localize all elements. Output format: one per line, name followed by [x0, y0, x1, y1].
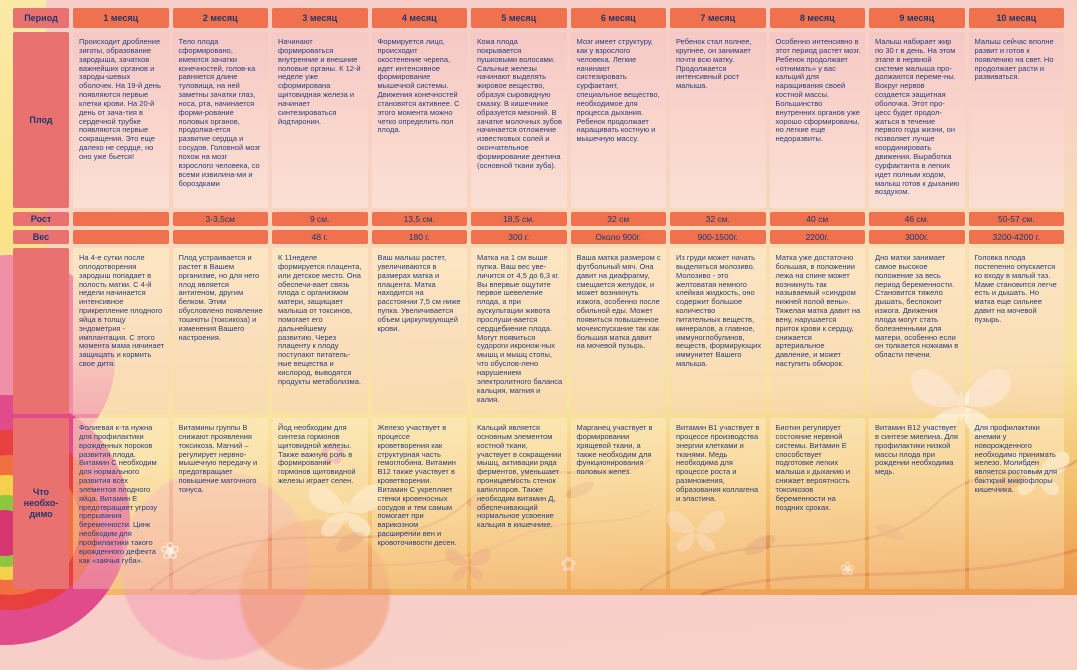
- month-header: 3 месяц: [272, 8, 368, 28]
- period-header: Период: [13, 8, 69, 28]
- weight-cell: [73, 230, 169, 244]
- month-header: 6 месяц: [570, 8, 666, 28]
- month-header: 4 месяц: [371, 8, 467, 28]
- weight-cell: Около 900г.: [570, 230, 666, 244]
- mother-row-spacer: [13, 248, 69, 414]
- weight-cell: [172, 230, 268, 244]
- needs-cell: Йод необходим для синтеза гормонов щитов…: [272, 418, 368, 589]
- month-header: 2 месяц: [172, 8, 268, 28]
- fetus-cell: Малыш набирает жир по 30 г в день. На эт…: [869, 32, 965, 208]
- height-cell: 13,5 см.: [371, 212, 467, 226]
- height-cell: 40 см: [769, 212, 865, 226]
- weight-cell: 3000г.: [869, 230, 965, 244]
- height-cell: 32 см: [570, 212, 666, 226]
- mother-cell: Из груди может начать выделяться молозив…: [670, 248, 766, 414]
- fetus-cell: Малыш сейчас вполне развит и готов к поя…: [968, 32, 1064, 208]
- needs-cell: Биотин регулирует состояние нервной сист…: [769, 418, 865, 589]
- month-header: 5 месяц: [471, 8, 567, 28]
- fetus-cell: Тело плода сформировано, имеются зачатки…: [172, 32, 268, 208]
- weight-cell: 900-1500г.: [670, 230, 766, 244]
- height-cell: 9 см.: [272, 212, 368, 226]
- row-label-needs: Что необхо-димо: [13, 418, 69, 589]
- needs-cell: Марганец участвует в формировании хрящев…: [570, 418, 666, 589]
- mother-cell: К 11неделе формируется плацента, или дет…: [272, 248, 368, 414]
- mother-cell: Плод устраивается и растет в Вашем орган…: [172, 248, 268, 414]
- weight-cell: 48 г.: [272, 230, 368, 244]
- weight-cell: 3200-4200 г.: [968, 230, 1064, 244]
- month-header: 9 месяц: [869, 8, 965, 28]
- mother-cell: Дно матки занимает самое высокое положен…: [869, 248, 965, 414]
- month-header: 7 месяц: [670, 8, 766, 28]
- row-label-height: Рост: [13, 212, 69, 226]
- weight-cell: 180 г.: [371, 230, 467, 244]
- height-cell: 46 см.: [869, 212, 965, 226]
- fetus-cell: Особенно интенсивно в этот период растет…: [769, 32, 865, 208]
- month-header: 10 месяц: [968, 8, 1064, 28]
- height-cell: 18,5 см.: [471, 212, 567, 226]
- weight-cell: 2200г.: [769, 230, 865, 244]
- needs-cell: Витамины группы В снижают проявления ток…: [172, 418, 268, 589]
- month-header: 1 месяц: [73, 8, 169, 28]
- needs-cell: Железо участвует в процессе кроветворени…: [371, 418, 467, 589]
- height-cell: [73, 212, 169, 226]
- row-label-fetus: Плод: [13, 32, 69, 208]
- fetus-cell: Мозг имеет структуру, как у взрослого че…: [570, 32, 666, 208]
- mother-cell: На 4-е сутки после оплодотворения зароды…: [73, 248, 169, 414]
- needs-cell: Кальций является основным элементом кост…: [471, 418, 567, 589]
- needs-cell: Витамин В1 участвует в процессе производ…: [670, 418, 766, 589]
- mother-cell: Головка плода постепенно опускается ко в…: [968, 248, 1064, 414]
- height-cell: 50-57 см.: [968, 212, 1064, 226]
- fetus-cell: Кожа плода покрывается пушковыми волосам…: [471, 32, 567, 208]
- month-header: 8 месяц: [769, 8, 865, 28]
- mother-cell: Ваша матка размером с футбольный мяч. Он…: [570, 248, 666, 414]
- needs-cell: Фолиевая к-та нужна для профилактики вро…: [73, 418, 169, 589]
- fetus-cell: Происходит дробление зиготы, образование…: [73, 32, 169, 208]
- weight-cell: 300 г.: [471, 230, 567, 244]
- mother-cell: Ваш малыш растет, увеличиваются в размер…: [371, 248, 467, 414]
- pregnancy-table: Период 1 месяц 2 месяц 3 месяц 4 месяц 5 меся…: [13, 8, 1064, 589]
- fetus-cell: Формируется лицо, происходит окостенение…: [371, 32, 467, 208]
- needs-cell: Витамин В12 участвует в синтезе миелина.…: [869, 418, 965, 589]
- needs-cell: Для профилактики анемии у новорожденного…: [968, 418, 1064, 589]
- height-cell: 3-3,5см: [172, 212, 268, 226]
- row-label-weight: Вес: [13, 230, 69, 244]
- height-cell: 32 см.: [670, 212, 766, 226]
- mother-cell: Матка уже достаточно большая, в положени…: [769, 248, 865, 414]
- fetus-cell: Ребенок стал полнее, крупнее, он занимае…: [670, 32, 766, 208]
- mother-cell: Матка на 1 см выше пупка. Ваш вес уве-ли…: [471, 248, 567, 414]
- fetus-cell: Начинают формироваться внутренние и внеш…: [272, 32, 368, 208]
